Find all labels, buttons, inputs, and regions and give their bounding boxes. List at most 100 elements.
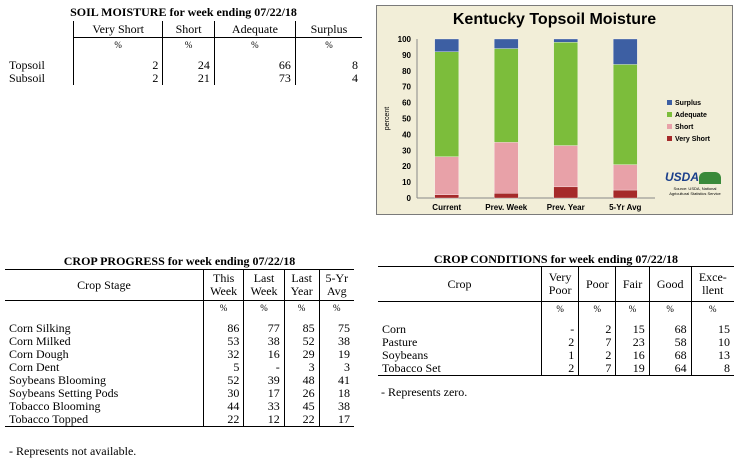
progress-header-row: Crop Stage This Week Last Week Last Year 5-… bbox=[5, 269, 354, 301]
cell: 52 bbox=[203, 374, 245, 387]
usda-logo: USDA Source: USDA, National Agricultural… bbox=[665, 170, 725, 210]
cell: 3 bbox=[284, 361, 320, 374]
cell: 10 bbox=[718, 335, 730, 349]
conditions-header-poor: Poor bbox=[578, 266, 617, 302]
cell: 29 bbox=[284, 348, 320, 361]
progress-unit-row: % % % % bbox=[5, 300, 354, 316]
row-label: Tobacco Blooming bbox=[5, 400, 204, 413]
bar-segment-surplus bbox=[553, 38, 578, 43]
conditions-header-crop: Crop bbox=[378, 266, 542, 302]
progress-row: Corn Dent 5-3 3 bbox=[5, 361, 354, 374]
cell: 38 bbox=[338, 399, 350, 413]
unit-label: % bbox=[333, 303, 341, 313]
cell: 2 bbox=[541, 336, 580, 349]
soil-header-row: Very Short Short Adequate Surplus bbox=[5, 21, 362, 38]
cell: 45 bbox=[284, 400, 320, 413]
progress-header-last-week: Last Week bbox=[243, 269, 285, 301]
cell: 41 bbox=[338, 373, 350, 387]
legend-label: Adequate bbox=[675, 112, 707, 119]
soil-moisture-table: Very Short Short Adequate Surplus % % % … bbox=[5, 21, 362, 85]
progress-header-this-week: This Week bbox=[203, 269, 245, 301]
soil-row-topsoil: Topsoil 2 24 66 8 bbox=[5, 59, 362, 72]
soil-header-very-short: Very Short bbox=[72, 21, 163, 38]
unit-label: % bbox=[709, 304, 717, 314]
soil-header-adequate: Adequate bbox=[213, 21, 296, 38]
cell: 16 bbox=[243, 348, 285, 361]
bar-segment-adequate bbox=[494, 48, 519, 143]
crop-conditions-table: Crop Very Poor Poor Fair Good Exce-llent … bbox=[378, 266, 734, 376]
soil-unit-row: % % % % bbox=[5, 37, 362, 53]
unit-label: % bbox=[72, 37, 163, 53]
cell: 68 bbox=[649, 349, 692, 362]
unit-label: % bbox=[284, 300, 320, 316]
cell: 38 bbox=[243, 335, 285, 348]
unit-label: % bbox=[649, 301, 692, 317]
row-label: Topsoil bbox=[9, 58, 45, 72]
row-label: Corn Dent bbox=[5, 361, 204, 374]
cell: 44 bbox=[203, 400, 245, 413]
cell: 19 bbox=[338, 347, 350, 361]
row-label: Tobacco Set bbox=[378, 362, 542, 376]
bar-segment-adequate bbox=[613, 64, 638, 165]
cell: 58 bbox=[649, 336, 692, 349]
unit-label: % bbox=[243, 300, 285, 316]
legend-swatch bbox=[667, 100, 672, 105]
progress-header-stage: Crop Stage bbox=[5, 269, 204, 301]
cell: 32 bbox=[203, 348, 245, 361]
cell: 39 bbox=[243, 374, 285, 387]
row-label: Corn Dough bbox=[5, 348, 204, 361]
bar-segment-surplus bbox=[434, 38, 459, 52]
conditions-header-very-poor: Very Poor bbox=[541, 266, 580, 302]
conditions-header-row: Crop Very Poor Poor Fair Good Exce-llent bbox=[378, 266, 734, 302]
chart-title: Kentucky Topsoil Moisture bbox=[452, 11, 657, 28]
unit-label: % bbox=[541, 301, 580, 317]
cell: 15 bbox=[718, 322, 730, 336]
row-label: Subsoil bbox=[9, 71, 46, 85]
row-label: Soybeans bbox=[378, 349, 542, 362]
conditions-row: Soybeans 1 2 16 68 13 bbox=[378, 349, 734, 362]
unit-label: % bbox=[578, 301, 617, 317]
cell: 7 bbox=[578, 336, 617, 349]
progress-row: Soybeans Blooming 52 39 48 41 bbox=[5, 374, 354, 387]
row-label: Soybeans Blooming bbox=[5, 374, 204, 387]
conditions-header-good: Good bbox=[649, 266, 692, 302]
unit-label: % bbox=[203, 300, 245, 316]
conditions-row: Tobacco Set 2 7 19 64 8 bbox=[378, 362, 734, 376]
cell: 22 bbox=[284, 413, 320, 427]
cell: 16 bbox=[615, 349, 650, 362]
progress-row: Tobacco Topped 22 12 22 17 bbox=[5, 413, 354, 427]
y-tick-label: 0 bbox=[407, 194, 412, 203]
cell: 73 bbox=[213, 72, 296, 85]
bar-segment-very-short bbox=[494, 193, 519, 199]
cell: 8 bbox=[294, 59, 362, 72]
soil-header-blank bbox=[5, 21, 74, 38]
cell: 52 bbox=[284, 335, 320, 348]
unit-label: % bbox=[162, 37, 215, 53]
cell: 7 bbox=[578, 362, 617, 376]
conditions-row: Pasture 2 7 23 58 10 bbox=[378, 336, 734, 349]
cell: 24 bbox=[162, 59, 215, 72]
cell: 13 bbox=[718, 348, 730, 362]
bar-segment-surplus bbox=[613, 38, 638, 65]
legend-label: Short bbox=[675, 124, 694, 131]
y-tick-label: 100 bbox=[398, 35, 412, 44]
bar-segment-very-short bbox=[613, 189, 638, 199]
cell: 33 bbox=[243, 400, 285, 413]
cell: 64 bbox=[649, 362, 692, 376]
progress-row: Soybeans Setting Pods 30 17 26 18 bbox=[5, 387, 354, 400]
soil-header-surplus: Surplus bbox=[294, 21, 362, 38]
y-tick-label: 70 bbox=[402, 83, 411, 92]
cell: 48 bbox=[284, 374, 320, 387]
cell: 5 bbox=[203, 361, 245, 374]
bar-segment-short bbox=[434, 156, 459, 195]
row-label: Pasture bbox=[378, 336, 542, 349]
y-tick-label: 50 bbox=[402, 115, 411, 124]
topsoil-moisture-chart: Kentucky Topsoil Moisture 0 10 20 30 40 50 60 7… bbox=[376, 5, 733, 215]
progress-row: Corn Dough 32 16 29 19 bbox=[5, 348, 354, 361]
cell: 2 bbox=[578, 323, 617, 336]
conditions-unit-row: % % % % % bbox=[378, 301, 734, 317]
chart-plot: 0 10 20 30 40 50 60 70 80 90 100 percent Current Prev… bbox=[384, 35, 711, 212]
legend-label: Surplus bbox=[675, 100, 701, 107]
cell: 17 bbox=[243, 387, 285, 400]
crop-conditions-title: CROP CONDITIONS for week ending 07/22/18 bbox=[433, 252, 679, 266]
